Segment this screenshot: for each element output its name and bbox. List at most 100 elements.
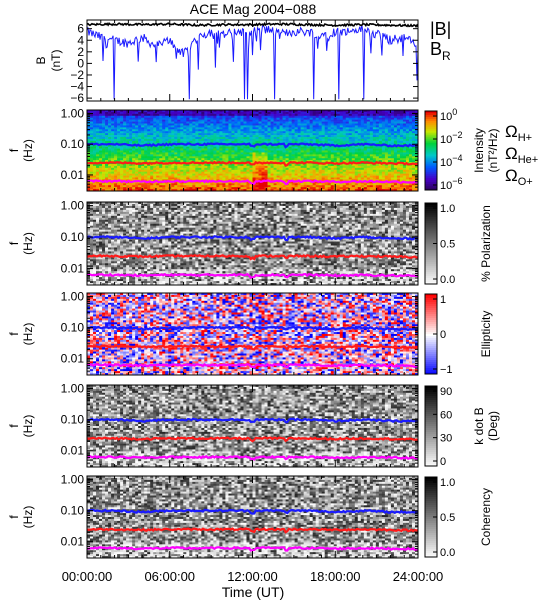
heatmap-cell [93, 123, 97, 126]
heatmap-cell [276, 127, 280, 130]
heatmap-cell [87, 223, 91, 227]
heatmap-cell [339, 187, 344, 190]
heatmap-cell [192, 181, 196, 184]
heatmap-cell [267, 173, 271, 176]
heatmap-cell [378, 137, 383, 140]
heatmap-cell [132, 135, 136, 138]
heatmap-cell [120, 115, 124, 119]
heatmap-cell [354, 187, 359, 190]
heatmap-cell [180, 169, 184, 173]
heatmap-cell [216, 146, 220, 149]
heatmap-cell [183, 111, 187, 115]
heatmap-cell [387, 110, 392, 113]
heatmap-cell [189, 148, 193, 151]
heatmap-cell [249, 127, 253, 130]
heatmap-cell [267, 165, 271, 169]
heatmap-cell [306, 146, 310, 149]
heatmap-cell [159, 164, 163, 167]
heatmap-cell [384, 142, 389, 146]
heatmap-cell [90, 223, 94, 227]
heatmap-cell [348, 129, 353, 132]
heatmap-cell [273, 135, 277, 138]
heatmap-cell [141, 165, 145, 169]
heatmap-cell [204, 140, 208, 144]
heatmap-cell [306, 171, 310, 174]
heatmap-cell [396, 189, 401, 191]
heatmap-cell [405, 154, 410, 157]
heatmap-cell [114, 150, 118, 153]
heatmap-cell [309, 152, 313, 155]
heatmap-cell [123, 169, 127, 173]
heatmap-cell [225, 185, 229, 188]
heatmap-cell [114, 131, 118, 134]
heatmap-cell [249, 138, 253, 142]
heatmap-cell [153, 158, 157, 161]
heatmap-cell [315, 117, 319, 120]
heatmap-cell [285, 129, 289, 132]
heatmap-cell [198, 135, 202, 138]
heatmap-cell [342, 146, 347, 149]
heatmap-cell [246, 144, 250, 147]
heatmap-cell [384, 171, 389, 174]
heatmap-cell [291, 189, 295, 191]
heatmap-cell [378, 152, 383, 155]
heatmap-cell [396, 165, 401, 169]
heatmap-cell [363, 138, 368, 142]
heatmap-cell [303, 115, 307, 119]
heatmap-cell [90, 245, 94, 248]
heatmap-cell [369, 185, 374, 188]
heatmap-cell [141, 173, 145, 176]
heatmap-cell [159, 123, 163, 126]
heatmap-cell [243, 173, 247, 176]
heatmap-cell [273, 125, 277, 128]
heatmap-cell [93, 133, 97, 136]
heatmap-cell [231, 131, 235, 134]
heatmap-cell [150, 133, 154, 136]
heatmap-cell [294, 152, 298, 155]
heatmap-cell [174, 137, 178, 140]
heatmap-cell [363, 181, 368, 184]
heatmap-cell [384, 146, 389, 149]
heatmap-cell [189, 164, 193, 167]
colorbar-cell [425, 162, 437, 165]
heatmap-cell [393, 131, 398, 134]
heatmap-cell [294, 150, 298, 153]
heatmap-cell [264, 127, 268, 130]
heatmap-cell [366, 119, 371, 122]
heatmap-cell [111, 146, 115, 149]
heatmap-cell [306, 131, 310, 134]
heatmap-cell [147, 117, 151, 120]
heatmap-cell [324, 146, 329, 149]
heatmap-cell [336, 187, 341, 190]
heatmap-cell [138, 131, 142, 134]
heatmap-cell [258, 133, 262, 136]
heatmap-cell [306, 152, 310, 155]
heatmap-cell [237, 138, 241, 142]
heatmap-cell [342, 133, 347, 136]
heatmap-cell [99, 173, 103, 176]
heatmap-cell [99, 140, 103, 144]
heatmap-cell [189, 110, 193, 113]
heatmap-cell [372, 129, 377, 132]
heatmap-cell [348, 154, 353, 157]
heatmap-cell [147, 167, 151, 171]
heatmap-cell [150, 187, 154, 190]
heatmap-cell [96, 146, 100, 149]
heatmap-cell [105, 165, 109, 169]
heatmap-cell [279, 148, 283, 151]
heatmap-cell [342, 169, 347, 173]
heatmap-cell [315, 169, 319, 173]
heatmap-cell [156, 187, 160, 190]
heatmap-cell [225, 146, 229, 149]
heatmap-cell [207, 135, 211, 138]
heatmap-cell [144, 110, 148, 113]
heatmap-cell [108, 131, 112, 134]
heatmap-cell [120, 146, 124, 149]
heatmap-cell [297, 175, 301, 178]
heatmap-cell [381, 152, 386, 155]
heatmap-cell [120, 183, 124, 186]
heatmap-cell [168, 125, 172, 128]
heatmap-cell [261, 160, 265, 163]
heatmap-cell [303, 123, 307, 126]
heatmap-cell [375, 142, 380, 146]
